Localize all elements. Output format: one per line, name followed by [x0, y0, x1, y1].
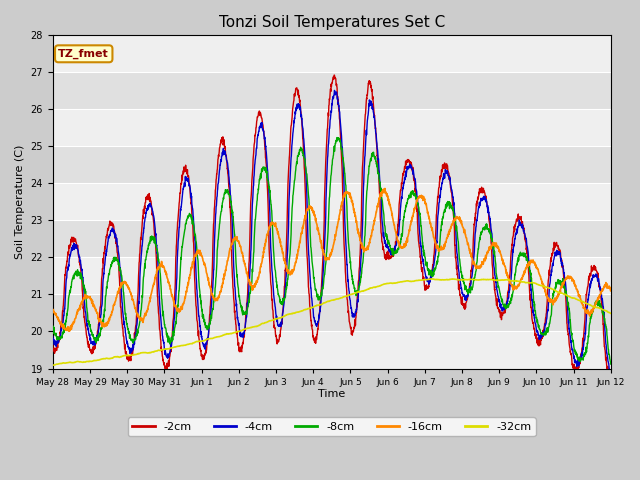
Bar [52, 183, 611, 220]
Bar [52, 332, 611, 369]
Bar [52, 294, 611, 332]
Legend: -2cm, -4cm, -8cm, -16cm, -32cm: -2cm, -4cm, -8cm, -16cm, -32cm [128, 418, 536, 436]
Bar [52, 36, 611, 72]
Bar [52, 146, 611, 183]
Title: Tonzi Soil Temperatures Set C: Tonzi Soil Temperatures Set C [219, 15, 445, 30]
Bar [52, 109, 611, 146]
Bar [52, 72, 611, 109]
Bar [52, 220, 611, 257]
Y-axis label: Soil Temperature (C): Soil Temperature (C) [15, 145, 25, 259]
Text: TZ_fmet: TZ_fmet [58, 48, 109, 59]
Bar [52, 257, 611, 294]
X-axis label: Time: Time [318, 389, 346, 399]
